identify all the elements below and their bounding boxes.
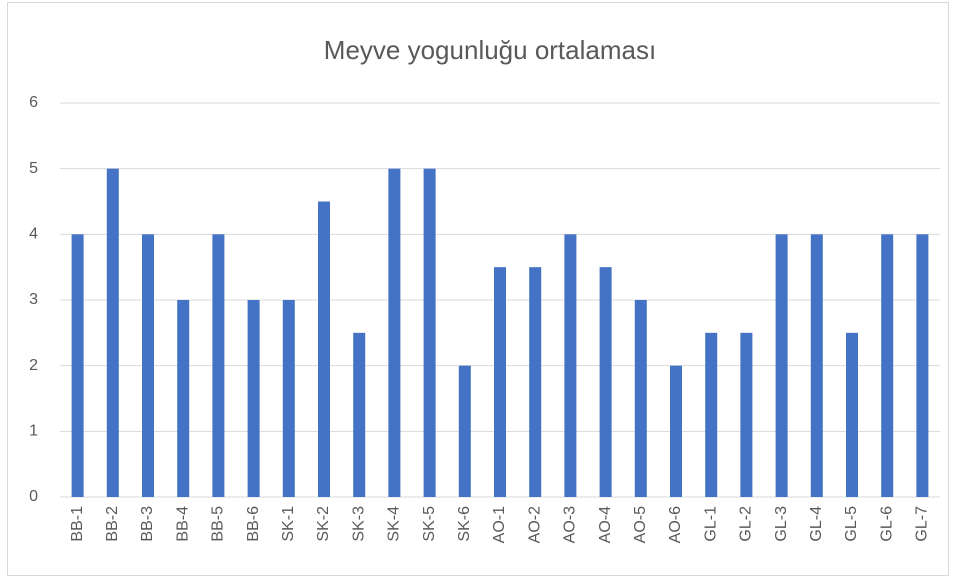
chart-title: Meyve yogunluğu ortalaması [324,35,656,65]
bar [106,168,119,497]
x-tick-label: GL-2 [738,506,755,542]
x-tick-label: BB-4 [174,506,191,542]
x-tick-label: BB-5 [210,506,227,542]
bar [846,332,858,497]
x-tick-label: AO-3 [562,506,579,543]
bar [388,168,401,497]
x-tick-label: SK-4 [386,506,403,542]
x-tick-label: BB-6 [245,506,262,542]
bar [881,234,894,498]
x-tick-label: GL-7 [914,506,931,542]
bar [494,267,506,497]
bar [564,234,577,498]
bar [670,365,682,497]
bar [353,332,366,497]
x-tick-label: AO-6 [667,506,684,543]
bar [458,365,471,497]
y-tick-label: 6 [29,94,38,111]
bar [212,234,225,498]
x-tick-label: GL-5 [843,506,860,542]
chart-border [7,2,949,576]
bar [71,234,84,498]
bar [318,201,330,497]
x-tick-label: AO-1 [491,506,508,543]
y-tick-label: 5 [29,160,38,177]
x-tick-label: AO-5 [632,506,649,543]
x-tick-label: SK-1 [280,506,297,542]
x-tick-label: AO-4 [597,506,614,543]
x-tick-label: SK-2 [315,506,332,542]
y-tick-label: 1 [29,423,38,440]
x-tick-label: AO-2 [526,506,543,543]
x-tick-label: BB-3 [139,506,156,542]
x-tick-label: BB-2 [104,506,121,542]
x-tick-label: BB-1 [69,506,86,542]
bar [634,300,647,497]
x-tick-label: SK-3 [350,506,367,542]
y-tick-label: 3 [29,291,38,308]
bar [423,168,436,497]
bar [740,332,753,497]
x-tick-label: SK-5 [421,506,438,542]
bar [282,300,295,497]
bar [247,300,260,497]
bar [705,332,718,497]
x-tick-label: GL-3 [773,506,790,542]
y-tick-label: 0 [29,488,38,505]
bar [810,234,823,498]
bar [177,300,190,497]
bar [529,267,542,497]
bar [775,234,788,498]
x-tick-label: GL-6 [878,506,895,542]
x-tick-label: GL-4 [808,506,825,542]
y-tick-label: 2 [29,357,38,374]
x-tick-label: SK-6 [456,506,473,542]
bar [599,267,612,497]
x-tick-label: GL-1 [702,506,719,542]
y-tick-label: 4 [29,226,38,243]
bar [142,234,154,498]
bar [916,234,929,498]
